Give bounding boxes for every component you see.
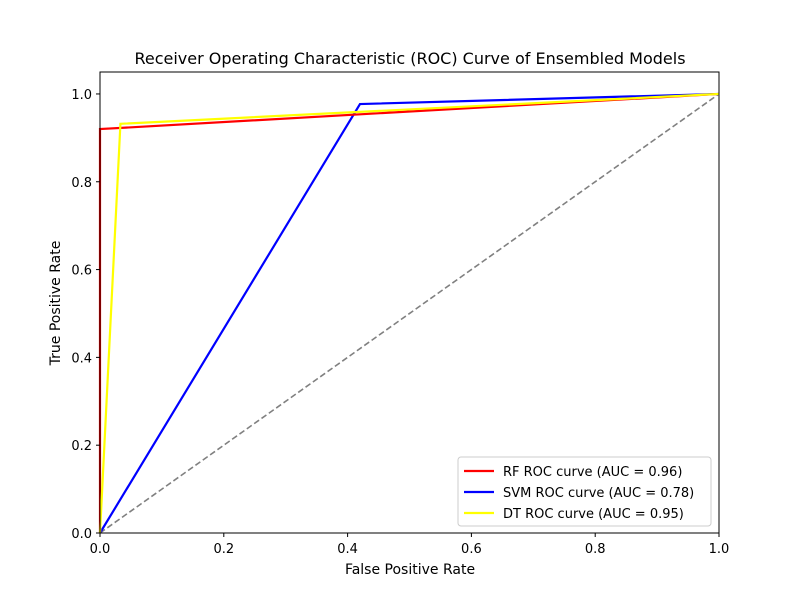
x-tick-label: 0.2 [213,542,234,557]
x-tick-label: 0.8 [585,542,606,557]
x-axis: 0.0 0.2 0.4 0.6 0.8 1.0 [90,533,730,557]
x-axis-label: False Positive Rate [345,562,475,578]
legend-label-1: SVM ROC curve (AUC = 0.78) [503,486,694,501]
legend: RF ROC curve (AUC = 0.96) SVM ROC curve (… [457,456,712,527]
chance-reference-line [99,93,720,534]
roc-line-1 [99,92,720,534]
legend-label-2: DT ROC curve (AUC = 0.95) [503,507,684,522]
x-tick-label: 0.4 [337,542,358,557]
x-tick-label: 1.0 [709,542,730,557]
y-tick-label: 1.0 [71,88,92,103]
y-axis: 0.0 0.2 0.4 0.6 0.8 1.0 [71,88,100,542]
y-tick-label: 0.8 [71,176,92,191]
legend-box [457,456,712,527]
roc-line-2 [98,92,720,534]
y-tick-label: 0.4 [71,351,92,366]
y-tick-label: 0.0 [71,527,92,542]
y-tick-label: 0.6 [71,264,92,279]
y-tick-label: 0.2 [71,439,92,454]
legend-label-0: RF ROC curve (AUC = 0.96) [503,465,682,480]
x-tick-label: 0.6 [461,542,482,557]
y-axis-label: True Positive Rate [48,241,64,367]
chart-title: Receiver Operating Characteristic (ROC) … [134,49,685,68]
axes-frame [99,71,720,534]
x-tick-label: 0.0 [90,542,111,557]
